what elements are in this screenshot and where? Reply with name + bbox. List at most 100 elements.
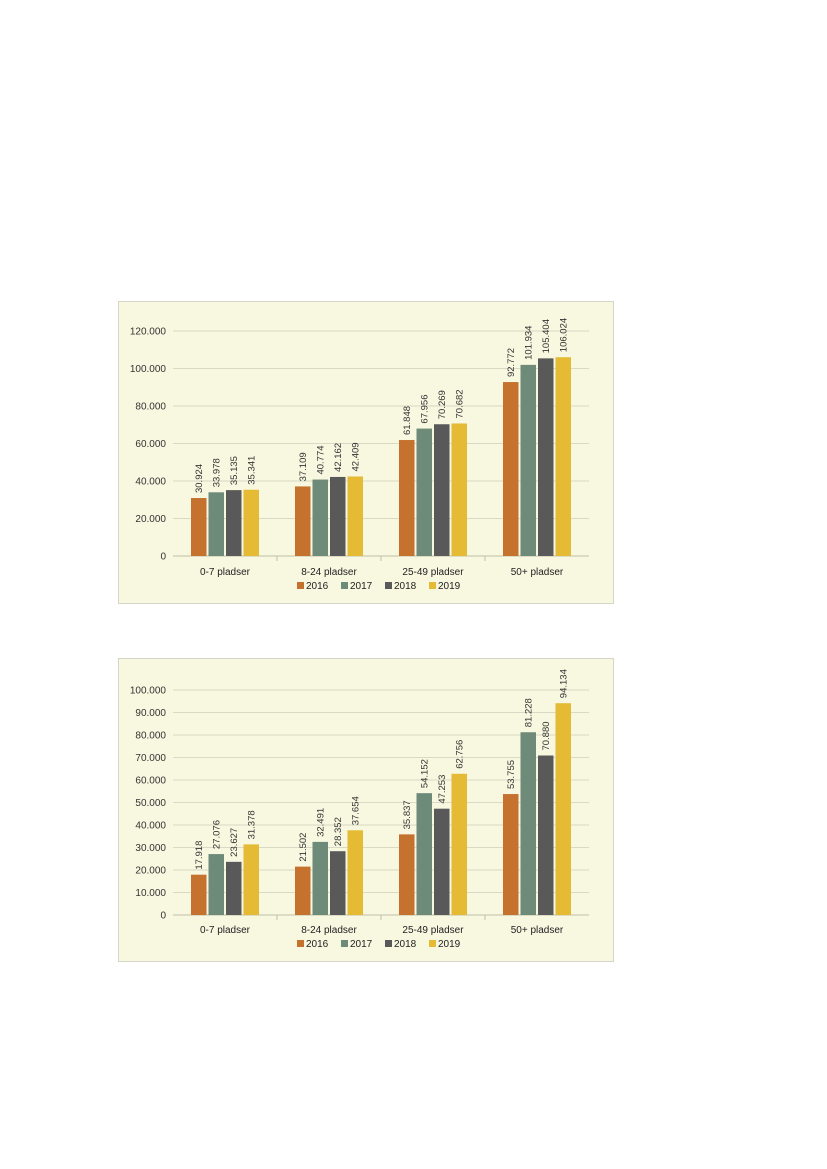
legend-label-2016: 2016 xyxy=(306,939,329,950)
data-label: 37.654 xyxy=(351,796,362,825)
category-label: 8-24 pladser xyxy=(301,925,357,936)
bar-2017 xyxy=(208,492,224,556)
data-label: 47.253 xyxy=(437,775,448,804)
data-label: 21.502 xyxy=(298,833,309,862)
y-tick-label: 20.000 xyxy=(135,514,166,525)
data-label: 92.772 xyxy=(506,348,517,377)
bar-2018 xyxy=(538,755,554,915)
category-label: 25-49 pladser xyxy=(402,567,464,578)
bar-2019 xyxy=(243,489,259,556)
bar-2018 xyxy=(330,476,346,556)
y-tick-label: 80.000 xyxy=(135,402,166,413)
bar-2019 xyxy=(347,830,363,915)
bar-2017 xyxy=(312,479,328,556)
data-label: 42.162 xyxy=(333,443,344,472)
legend-label-2016: 2016 xyxy=(306,581,329,592)
data-label: 101.934 xyxy=(524,326,535,360)
bar-2018 xyxy=(434,808,450,915)
bar-2018 xyxy=(226,861,242,915)
legend-label-2019: 2019 xyxy=(438,939,461,950)
data-label: 70.880 xyxy=(541,721,552,750)
legend-label-2017: 2017 xyxy=(350,939,373,950)
y-tick-label: 120.000 xyxy=(130,327,167,338)
data-label: 31.378 xyxy=(247,810,258,839)
data-label: 61.848 xyxy=(402,406,413,435)
data-label: 40.774 xyxy=(316,445,327,474)
bar-2016 xyxy=(191,498,207,556)
bar-2016 xyxy=(503,382,519,556)
y-tick-label: 0 xyxy=(160,552,166,563)
bar-2018 xyxy=(330,851,346,915)
bar-2017 xyxy=(520,364,536,556)
bar-2016 xyxy=(295,486,311,556)
chart-panel-2: 0 10.000 20.000 30.000 40.000 50.000 60.000 70.… xyxy=(118,658,614,962)
bar-2019 xyxy=(555,703,571,915)
data-label: 94.134 xyxy=(559,669,570,698)
bar-2016 xyxy=(191,874,207,915)
y-tick-label: 90.000 xyxy=(135,708,166,719)
bar-2019 xyxy=(347,476,363,556)
data-label: 81.228 xyxy=(524,698,535,727)
legend-label-2018: 2018 xyxy=(394,581,417,592)
data-label: 17.918 xyxy=(194,841,205,870)
legend-label-2017: 2017 xyxy=(350,581,373,592)
y-tick-label: 0 xyxy=(160,911,166,922)
data-label: 30.924 xyxy=(194,464,205,493)
data-label: 35.135 xyxy=(229,456,240,485)
data-label: 33.978 xyxy=(212,458,223,487)
category-label: 50+ pladser xyxy=(511,567,564,578)
y-tick-label: 40.000 xyxy=(135,477,166,488)
data-label: 27.076 xyxy=(212,820,223,849)
y-tick-label: 100.000 xyxy=(130,686,167,697)
data-label: 37.109 xyxy=(298,452,309,481)
data-label: 23.627 xyxy=(229,828,240,857)
bar-chart-1: 0 20.000 40.000 60.000 80.000 100.000 120.000 3… xyxy=(130,318,589,592)
y-tick-label: 40.000 xyxy=(135,821,166,832)
data-label: 62.756 xyxy=(455,740,466,769)
legend-swatch-2017 xyxy=(341,582,348,589)
data-label: 67.956 xyxy=(420,395,431,424)
bar-2017 xyxy=(208,854,224,915)
data-label: 35.341 xyxy=(247,456,258,485)
y-tick-label: 30.000 xyxy=(135,843,166,854)
legend-swatch-2016 xyxy=(297,940,304,947)
category-label: 8-24 pladser xyxy=(301,567,357,578)
bar-2017 xyxy=(416,793,432,915)
data-label: 70.682 xyxy=(455,389,466,418)
data-label: 32.491 xyxy=(316,808,327,837)
data-label: 53.755 xyxy=(506,760,517,789)
legend-label-2018: 2018 xyxy=(394,939,417,950)
bar-2018 xyxy=(226,490,242,556)
legend-swatch-2017 xyxy=(341,940,348,947)
chart-panel-1: 0 20.000 40.000 60.000 80.000 100.000 120.000 3… xyxy=(118,301,614,604)
bar-2017 xyxy=(520,732,536,915)
bar-2018 xyxy=(434,424,450,556)
legend-swatch-2019 xyxy=(429,582,436,589)
bar-2016 xyxy=(399,834,415,915)
y-tick-label: 10.000 xyxy=(135,888,166,899)
y-tick-label: 100.000 xyxy=(130,364,167,375)
category-label: 0-7 pladser xyxy=(200,567,251,578)
data-label: 42.409 xyxy=(351,442,362,471)
legend-label-2019: 2019 xyxy=(438,581,461,592)
y-tick-label: 60.000 xyxy=(135,439,166,450)
bar-2019 xyxy=(451,773,467,915)
y-tick-label: 60.000 xyxy=(135,776,166,787)
y-tick-label: 80.000 xyxy=(135,731,166,742)
legend-swatch-2018 xyxy=(385,940,392,947)
bar-2019 xyxy=(555,357,571,556)
bar-2018 xyxy=(538,358,554,556)
legend-swatch-2018 xyxy=(385,582,392,589)
y-tick-label: 20.000 xyxy=(135,866,166,877)
bar-2019 xyxy=(243,844,259,915)
category-label: 0-7 pladser xyxy=(200,925,251,936)
data-label: 28.352 xyxy=(333,817,344,846)
category-label: 25-49 pladser xyxy=(402,925,464,936)
bar-2016 xyxy=(399,440,415,556)
bar-2019 xyxy=(451,423,467,556)
bar-2017 xyxy=(416,428,432,556)
data-label: 105.404 xyxy=(541,319,552,353)
data-label: 70.269 xyxy=(437,390,448,419)
data-label: 54.152 xyxy=(420,759,431,788)
data-label: 106.024 xyxy=(559,318,570,352)
